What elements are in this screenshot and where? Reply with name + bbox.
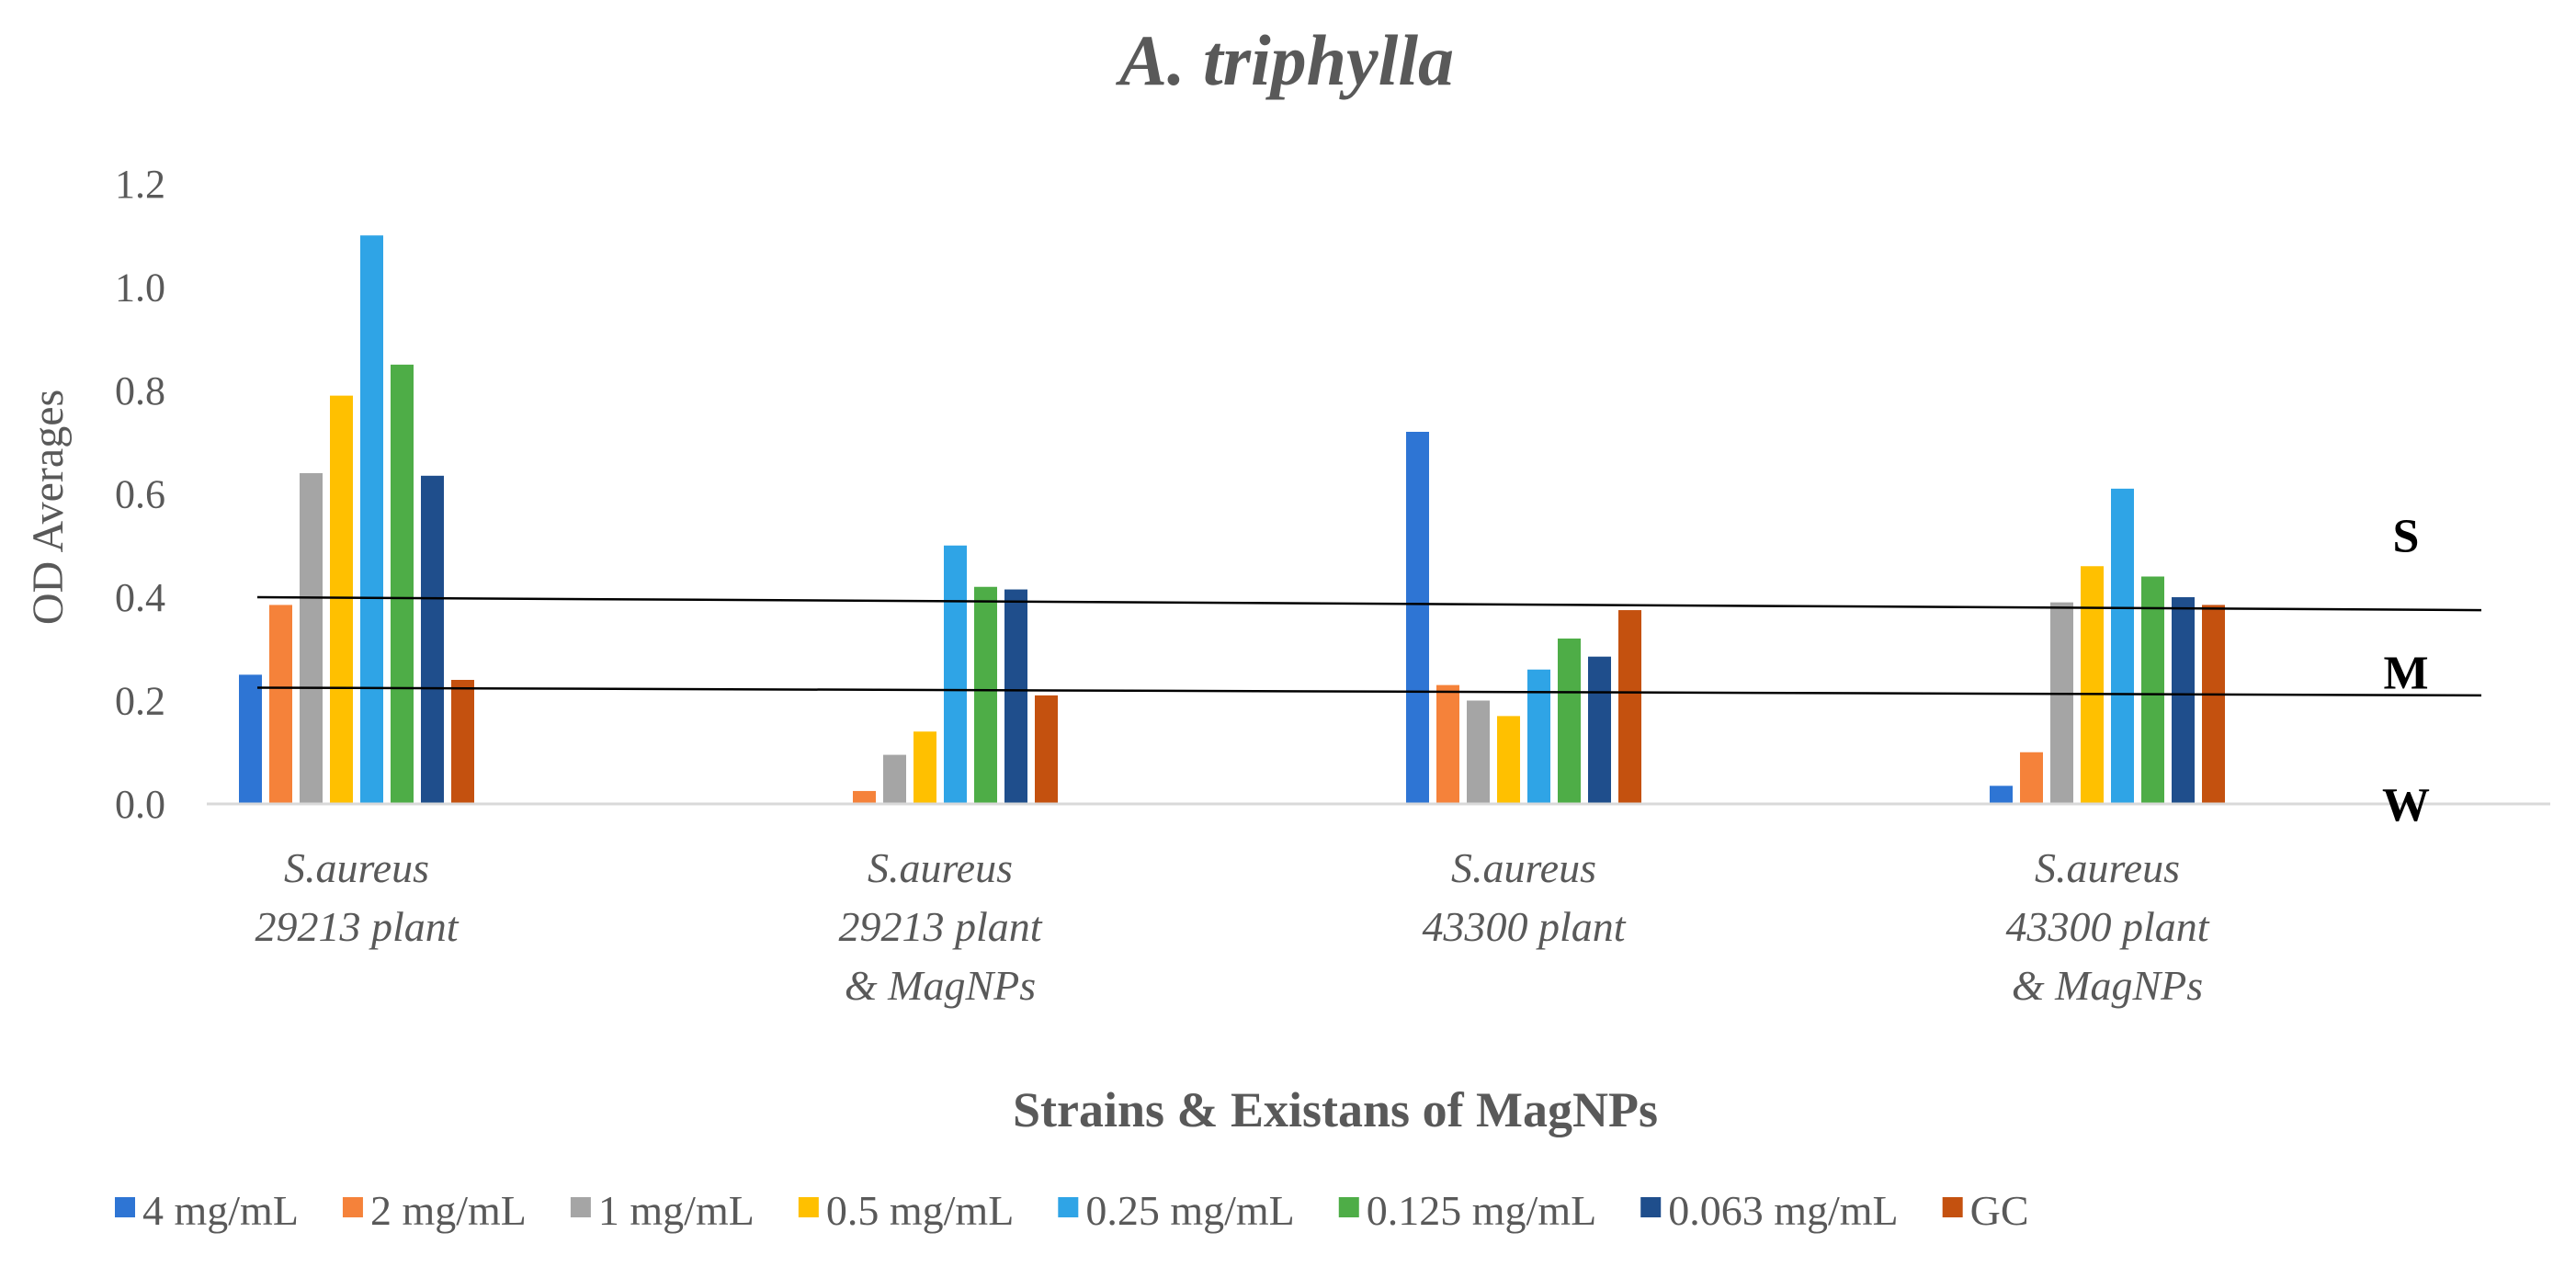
bar bbox=[1497, 716, 1520, 804]
bar bbox=[2202, 605, 2225, 804]
legend-label: 0.063 mg/mL bbox=[1668, 1187, 1898, 1234]
y-tick-label: 1.0 bbox=[115, 266, 165, 311]
legend-label: 0.25 mg/mL bbox=[1085, 1187, 1294, 1234]
y-tick-label: 0.0 bbox=[115, 782, 165, 827]
bar bbox=[1558, 639, 1581, 804]
bar bbox=[1467, 700, 1490, 804]
legend: 4 mg/mL 2 mg/mL 1 mg/mL 0.5 mg/mL 0.25 mg/mL… bbox=[115, 1187, 2029, 1234]
legend-swatch bbox=[798, 1197, 819, 1217]
legend-swatch bbox=[1058, 1197, 1079, 1217]
bar bbox=[1436, 684, 1459, 804]
bar bbox=[1035, 695, 1058, 804]
chart-title: A. triphylla bbox=[1115, 20, 1454, 100]
legend-swatch bbox=[342, 1197, 363, 1217]
y-tick-label: 0.4 bbox=[115, 575, 165, 620]
bar bbox=[974, 586, 997, 804]
bar bbox=[239, 674, 262, 804]
bar bbox=[883, 754, 906, 804]
bars-group bbox=[239, 235, 2225, 804]
bar bbox=[2141, 576, 2164, 804]
legend-swatch bbox=[1338, 1197, 1359, 1217]
bar bbox=[300, 473, 323, 804]
legend-label: GC bbox=[1970, 1187, 2029, 1234]
zone-label: M bbox=[2383, 648, 2428, 700]
bar bbox=[1004, 589, 1027, 804]
bar bbox=[421, 475, 444, 804]
y-tick-label: 0.2 bbox=[115, 679, 165, 724]
bar bbox=[944, 545, 967, 804]
bar bbox=[2020, 752, 2043, 804]
bar bbox=[1618, 610, 1641, 804]
category-label: S.aureus 29213 plant bbox=[255, 844, 459, 950]
threshold-line bbox=[256, 686, 2482, 697]
x-axis-label: Strains & Existans of MagNPs bbox=[1013, 1082, 1658, 1137]
zone-label: W bbox=[2382, 779, 2430, 831]
bar bbox=[391, 364, 414, 804]
bar bbox=[2081, 566, 2104, 804]
category-label: S.aureus 29213 plant & MagNPs bbox=[838, 844, 1042, 1009]
bar bbox=[1588, 656, 1611, 804]
bar bbox=[451, 680, 474, 804]
bar bbox=[914, 731, 936, 804]
threshold-lines bbox=[256, 595, 2482, 697]
legend-swatch bbox=[115, 1197, 135, 1217]
legend-label: 1 mg/mL bbox=[598, 1187, 755, 1234]
zone-labels: S M W bbox=[2382, 511, 2430, 832]
legend-swatch bbox=[1640, 1197, 1662, 1217]
bar bbox=[2111, 488, 2134, 804]
y-axis-label: OD Averages bbox=[24, 390, 73, 625]
bar bbox=[1990, 786, 2013, 804]
threshold-line bbox=[256, 595, 2482, 612]
bar bbox=[2050, 602, 2073, 804]
legend-swatch bbox=[1942, 1197, 1963, 1217]
zone-label: S bbox=[2393, 511, 2420, 563]
bar bbox=[360, 235, 383, 804]
y-tick-label: 0.8 bbox=[115, 368, 165, 413]
bar bbox=[269, 605, 292, 804]
bar bbox=[853, 790, 876, 804]
legend-label: 0.125 mg/mL bbox=[1367, 1187, 1596, 1234]
y-axis-ticks: 0.0 0.2 0.4 0.6 0.8 1.0 1.2 bbox=[115, 162, 165, 827]
bar bbox=[2172, 597, 2195, 804]
legend-label: 2 mg/mL bbox=[370, 1187, 527, 1234]
y-tick-label: 0.6 bbox=[115, 472, 165, 517]
category-label: S.aureus 43300 plant & MagNPs bbox=[2005, 844, 2209, 1009]
y-tick-label: 1.2 bbox=[115, 162, 165, 207]
legend-label: 0.5 mg/mL bbox=[826, 1187, 1014, 1234]
category-label: S.aureus 43300 plant bbox=[1422, 844, 1626, 950]
bar bbox=[1527, 669, 1550, 804]
legend-label: 4 mg/mL bbox=[142, 1187, 299, 1234]
legend-swatch bbox=[570, 1197, 591, 1217]
bar bbox=[1406, 432, 1429, 804]
category-labels: S.aureus 29213 plant S.aureus 29213 plant & … bbox=[255, 844, 2209, 1009]
bar bbox=[330, 395, 353, 804]
